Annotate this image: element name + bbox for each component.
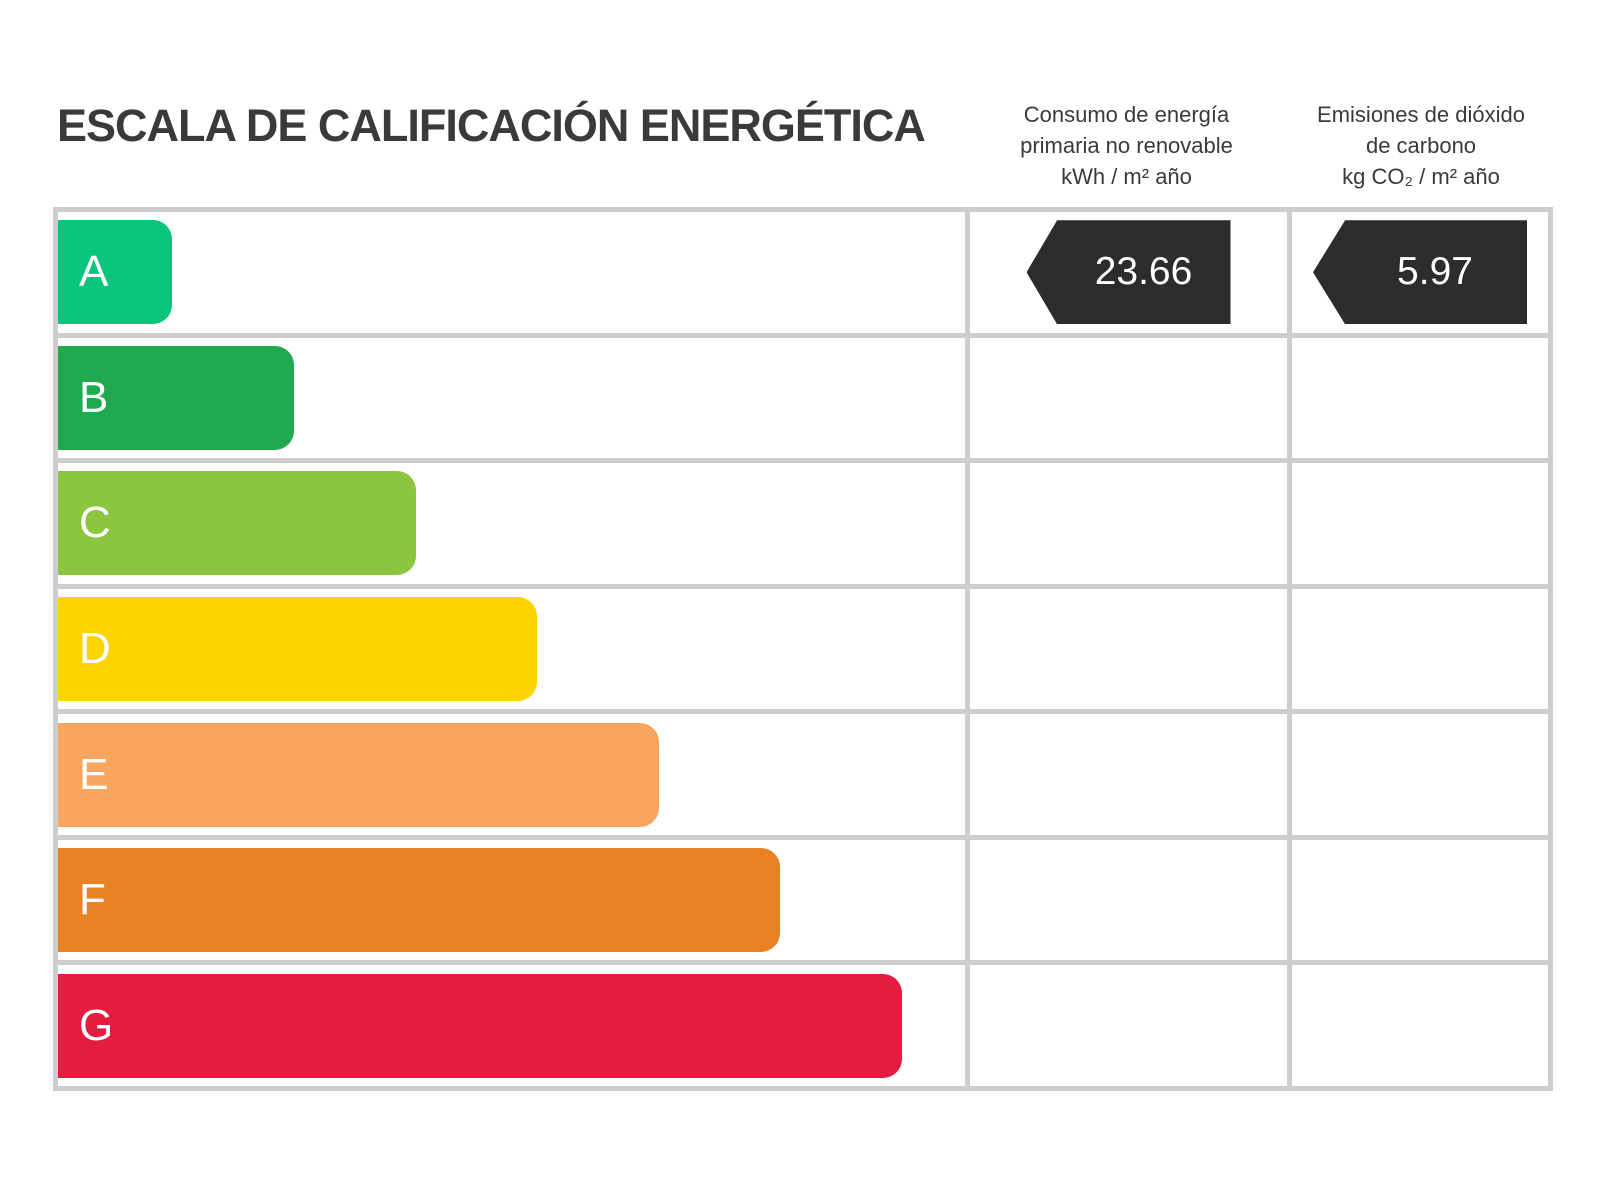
rating-bar-a: A — [58, 220, 173, 325]
energy-cell-b — [970, 337, 1287, 459]
rating-row-f: F — [58, 839, 965, 961]
rating-row-d: D — [58, 588, 965, 710]
energy-cell-g — [970, 965, 1287, 1086]
emissions-value-arrow-badge: 5.97 — [1313, 220, 1527, 325]
rating-bar-label-e: E — [79, 749, 109, 799]
energy-header-line2: primaria no renovable — [1020, 133, 1233, 158]
emissions-cell-e — [1292, 714, 1548, 835]
energy-header-units: kWh / m² año — [1061, 164, 1192, 189]
energy-value-arrow-badge: 23.66 — [1026, 220, 1231, 325]
emissions-column-header: Emisiones de dióxido de carbono kg CO₂ /… — [1290, 99, 1552, 192]
rating-row-c: C — [58, 463, 965, 584]
rating-row-e: E — [58, 714, 965, 835]
rating-bar-label-a: A — [79, 247, 109, 297]
rating-row-a: A — [58, 212, 965, 333]
rating-bar-label-g: G — [79, 1000, 114, 1050]
energy-header-line1: Consumo de energía — [1023, 102, 1230, 127]
emissions-header-line1: Emisiones de dióxido — [1317, 102, 1525, 127]
energy-cell-a: 23.66 — [970, 212, 1287, 333]
energy-cell-f — [970, 839, 1287, 961]
rating-bar-g: G — [58, 973, 903, 1078]
rating-table: A 23.66 5.97 B C D E F G — [53, 207, 1553, 1091]
energy-column-header: Consumo de energía primaria no renovable… — [963, 99, 1290, 192]
emissions-cell-d — [1292, 588, 1548, 710]
rating-bar-label-d: D — [79, 623, 111, 673]
rating-bar-c: C — [58, 471, 417, 576]
rating-row-g: G — [58, 965, 965, 1086]
rating-bar-e: E — [58, 722, 660, 827]
emissions-cell-c — [1292, 463, 1548, 584]
emissions-cell-g — [1292, 965, 1548, 1086]
rating-bar-f: F — [58, 848, 780, 953]
emissions-cell-f — [1292, 839, 1548, 961]
emissions-cell-a: 5.97 — [1292, 212, 1548, 333]
emissions-header-line2: de carbono — [1365, 133, 1477, 158]
rating-bar-d: D — [58, 596, 537, 701]
rating-bar-label-b: B — [79, 372, 109, 422]
rating-bar-label-c: C — [79, 498, 111, 548]
energy-value: 23.66 — [1094, 250, 1193, 294]
rating-bar-b: B — [58, 345, 294, 450]
emissions-value: 5.97 — [1397, 250, 1473, 294]
page-title: ESCALA DE CALIFICACIÓN ENERGÉTICA — [57, 100, 926, 151]
rating-row-b: B — [58, 337, 965, 459]
energy-cell-e — [970, 714, 1287, 835]
emissions-header-units: kg CO₂ / m² año — [1342, 164, 1500, 189]
emissions-cell-b — [1292, 337, 1548, 459]
energy-cell-d — [970, 588, 1287, 710]
rating-bar-label-f: F — [79, 875, 106, 925]
energy-cell-c — [970, 463, 1287, 584]
